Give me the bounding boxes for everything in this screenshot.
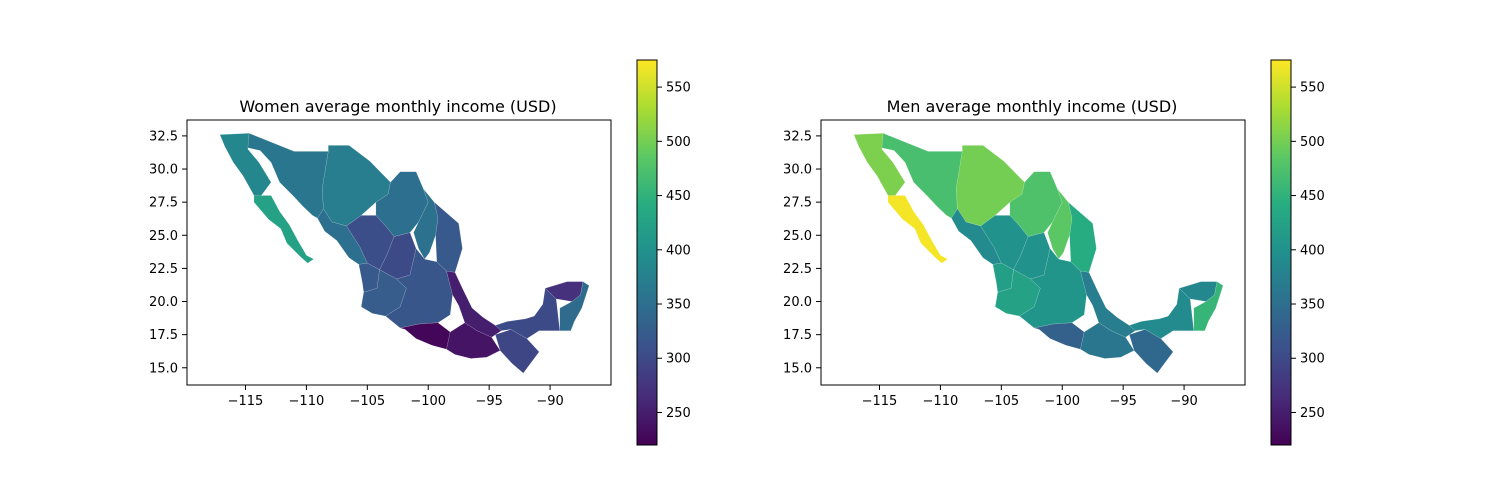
colorbar-tick-label: 300 bbox=[666, 352, 691, 367]
colorbar-tick-label: 400 bbox=[1300, 243, 1325, 258]
y-tick-label: 32.5 bbox=[149, 129, 178, 144]
colorbar-tick-label: 450 bbox=[666, 189, 691, 204]
region-chiapas bbox=[494, 329, 540, 374]
region-zacatecas bbox=[379, 232, 417, 280]
region-tabasco-campeche bbox=[1128, 287, 1195, 339]
colorbar-tick-label: 400 bbox=[666, 243, 691, 258]
region-tabasco-campeche bbox=[494, 287, 561, 339]
colorbar-axis: 250 300 350 400 450 500 550 bbox=[657, 81, 691, 421]
colorbar bbox=[1270, 59, 1292, 446]
map-regions bbox=[853, 132, 1224, 374]
colorbar bbox=[636, 59, 658, 446]
x-axis: −115 −110 −105 −100 −95 −90 bbox=[228, 385, 564, 409]
region-veracruz bbox=[446, 270, 502, 338]
y-tick-label: 17.5 bbox=[149, 328, 178, 343]
region-baja-california-sur bbox=[887, 195, 949, 264]
x-tick-label: −100 bbox=[1044, 394, 1080, 409]
region-guerrero bbox=[400, 322, 451, 350]
region-oaxaca bbox=[1080, 322, 1135, 359]
region-quintana-roo bbox=[559, 281, 590, 331]
region-central-states bbox=[1019, 247, 1087, 329]
region-quintana-roo bbox=[1193, 281, 1224, 331]
region-tamaulipas bbox=[1067, 201, 1097, 273]
x-tick-label: −90 bbox=[1170, 394, 1197, 409]
colorbar-tick-label: 550 bbox=[1300, 81, 1325, 96]
y-tick-label: 30.0 bbox=[783, 163, 812, 178]
x-tick-label: −115 bbox=[862, 394, 898, 409]
y-tick-label: 25.0 bbox=[149, 229, 178, 244]
y-tick-label: 25.0 bbox=[783, 229, 812, 244]
x-tick-label: −115 bbox=[228, 394, 264, 409]
x-tick-label: −95 bbox=[475, 394, 502, 409]
colorbar-tick-label: 300 bbox=[1300, 352, 1325, 367]
region-guerrero bbox=[1034, 322, 1085, 350]
y-tick-label: 17.5 bbox=[783, 328, 812, 343]
region-veracruz bbox=[1080, 270, 1136, 338]
x-tick-label: −105 bbox=[983, 394, 1019, 409]
colorbar-tick-label: 250 bbox=[666, 406, 691, 421]
y-tick-label: 15.0 bbox=[149, 361, 178, 376]
x-tick-label: −110 bbox=[923, 394, 959, 409]
map-axes-frame bbox=[820, 119, 1246, 386]
y-tick-label: 32.5 bbox=[783, 129, 812, 144]
y-tick-label: 15.0 bbox=[783, 361, 812, 376]
colorbar-tick-label: 250 bbox=[1300, 406, 1325, 421]
x-tick-label: −90 bbox=[536, 394, 563, 409]
y-tick-label: 20.0 bbox=[783, 295, 812, 310]
map-axes-frame bbox=[186, 119, 612, 386]
region-jalisco bbox=[994, 269, 1041, 317]
y-tick-label: 27.5 bbox=[149, 196, 178, 211]
y-tick-label: 27.5 bbox=[783, 196, 812, 211]
men-income-map-panel: Men average monthly income (USD) −115 −11… bbox=[783, 59, 1325, 446]
x-tick-label: −100 bbox=[410, 394, 446, 409]
y-tick-label: 20.0 bbox=[149, 295, 178, 310]
x-tick-label: −110 bbox=[289, 394, 325, 409]
women-income-map-panel: Women average monthly income (USD) −115−… bbox=[149, 59, 691, 446]
colorbar-tick-label: 350 bbox=[1300, 298, 1325, 313]
map-title: Men average monthly income (USD) bbox=[887, 97, 1178, 116]
colorbar-tick-label: 550 bbox=[666, 81, 691, 96]
y-tick-label: 30.0 bbox=[149, 163, 178, 178]
colorbar-tick-label: 500 bbox=[1300, 135, 1325, 150]
map-title: Women average monthly income (USD) bbox=[239, 97, 556, 116]
x-axis: −115 −110 −105 −100 −95 −90 bbox=[862, 385, 1198, 409]
y-tick-label: 22.5 bbox=[149, 262, 178, 277]
colorbar-tick-label: 500 bbox=[666, 135, 691, 150]
region-baja-california-sur bbox=[253, 195, 315, 264]
map-regions bbox=[219, 132, 590, 374]
y-tick-label: 22.5 bbox=[783, 262, 812, 277]
region-tamaulipas bbox=[433, 201, 463, 273]
colorbar-axis: 250 300 350 400 450 500 550 bbox=[1291, 81, 1325, 421]
y-axis: 15.0 17.5 20.0 22.5 25.0 27.5 30.0 32.5 bbox=[783, 129, 821, 376]
colorbar-tick-label: 450 bbox=[1300, 189, 1325, 204]
x-tick-label: −105 bbox=[349, 394, 385, 409]
region-durango bbox=[980, 215, 1029, 271]
x-tick-label: −95 bbox=[1109, 394, 1136, 409]
colorbar-tick-label: 350 bbox=[666, 298, 691, 313]
region-chiapas bbox=[1128, 329, 1174, 374]
region-central-states bbox=[385, 247, 453, 329]
y-axis: 15.0 17.5 20.0 22.5 25.0 27.5 30.0 32.5 bbox=[149, 129, 187, 376]
region-oaxaca bbox=[446, 322, 501, 359]
